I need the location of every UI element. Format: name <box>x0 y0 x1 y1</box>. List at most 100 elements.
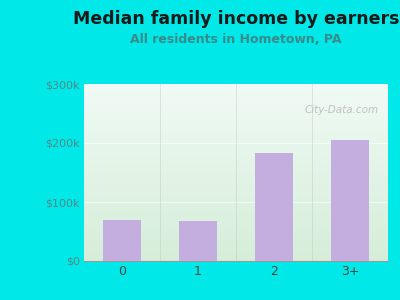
Bar <box>179 221 217 261</box>
Bar <box>84 178 388 179</box>
Bar <box>84 139 388 140</box>
Bar <box>84 221 388 222</box>
Bar <box>84 245 388 246</box>
Bar <box>84 180 388 181</box>
Bar <box>84 165 388 166</box>
Bar <box>84 190 388 191</box>
Bar <box>84 132 388 133</box>
Bar <box>84 226 388 227</box>
Bar <box>84 248 388 249</box>
Bar <box>103 220 141 261</box>
Bar <box>84 197 388 198</box>
Bar <box>84 90 388 91</box>
Bar <box>84 213 388 214</box>
Bar <box>84 87 388 88</box>
Bar <box>84 220 388 221</box>
Bar <box>84 97 388 98</box>
Bar <box>84 122 388 123</box>
Bar <box>84 130 388 131</box>
Bar <box>84 159 388 160</box>
Bar <box>84 256 388 257</box>
Bar <box>84 199 388 200</box>
Bar <box>84 161 388 162</box>
Bar <box>84 208 388 209</box>
Bar <box>84 163 388 164</box>
Bar <box>84 93 388 94</box>
Bar <box>84 102 388 103</box>
Bar <box>84 118 388 119</box>
Bar <box>84 188 388 189</box>
Bar <box>84 117 388 118</box>
Text: Median family income by earners: Median family income by earners <box>73 11 399 28</box>
Bar <box>84 160 388 161</box>
Bar <box>84 140 388 141</box>
Bar <box>84 170 388 171</box>
Bar <box>84 141 388 142</box>
Bar <box>84 91 388 92</box>
Bar <box>84 177 388 178</box>
Bar <box>84 249 388 250</box>
Bar <box>84 169 388 170</box>
Bar <box>84 181 388 182</box>
Bar <box>84 202 388 203</box>
Bar <box>84 114 388 115</box>
Bar <box>84 230 388 231</box>
Bar <box>84 227 388 228</box>
Bar <box>84 92 388 93</box>
Bar <box>84 171 388 172</box>
Bar <box>84 84 388 85</box>
Bar <box>84 200 388 201</box>
Bar <box>84 105 388 106</box>
Bar <box>84 182 388 183</box>
Bar <box>84 173 388 174</box>
Bar <box>84 135 388 136</box>
Bar <box>84 85 388 86</box>
Bar <box>84 239 388 240</box>
Bar <box>84 119 388 120</box>
Bar <box>84 214 388 215</box>
Bar <box>84 158 388 159</box>
Bar <box>84 183 388 184</box>
Bar <box>84 198 388 199</box>
Bar <box>84 86 388 87</box>
Bar <box>84 241 388 242</box>
Bar <box>84 101 388 102</box>
Bar <box>84 207 388 208</box>
Bar <box>84 250 388 251</box>
Bar <box>84 217 388 218</box>
Bar <box>84 129 388 130</box>
Bar <box>84 185 388 186</box>
Bar <box>84 116 388 117</box>
Bar <box>84 103 388 104</box>
Bar <box>84 210 388 211</box>
Bar <box>84 176 388 177</box>
Bar <box>84 186 388 187</box>
Bar <box>84 194 388 195</box>
Bar <box>84 247 388 248</box>
Bar <box>84 223 388 224</box>
Bar <box>84 246 388 247</box>
Bar <box>84 229 388 230</box>
Bar <box>84 192 388 193</box>
Bar <box>84 104 388 105</box>
Bar <box>84 203 388 204</box>
Bar <box>84 193 388 194</box>
Bar <box>84 149 388 150</box>
Bar <box>84 95 388 96</box>
Text: City-Data.com: City-Data.com <box>305 105 379 115</box>
Bar <box>84 219 388 220</box>
Bar <box>84 94 388 95</box>
Bar <box>84 154 388 155</box>
Bar <box>84 212 388 213</box>
Bar <box>84 175 388 176</box>
Bar <box>84 106 388 107</box>
Text: All residents in Hometown, PA: All residents in Hometown, PA <box>130 33 342 46</box>
Bar <box>84 211 388 212</box>
Bar <box>84 232 388 233</box>
Bar <box>84 259 388 260</box>
Bar <box>84 138 388 139</box>
Bar <box>84 107 388 108</box>
Bar <box>84 196 388 197</box>
Bar <box>84 155 388 156</box>
Bar <box>84 195 388 196</box>
